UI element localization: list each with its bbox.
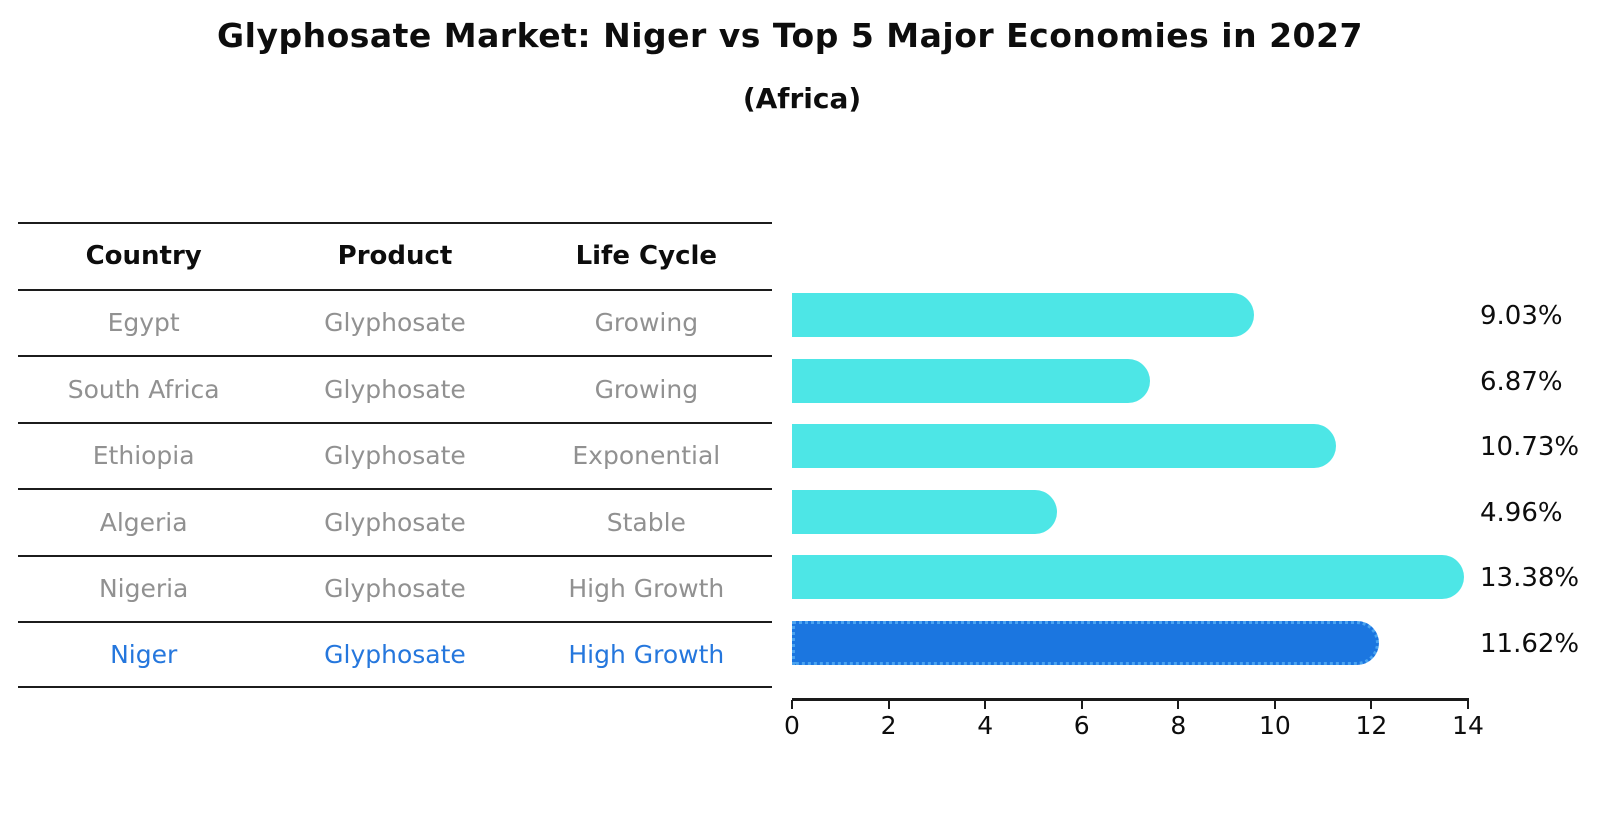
x-axis-tick bbox=[1273, 700, 1276, 709]
x-axis-line bbox=[792, 698, 1469, 701]
product-cell: Glyphosate bbox=[324, 441, 466, 471]
life-cycle-cell: Stable bbox=[606, 507, 686, 537]
x-axis-tick-label: 10 bbox=[1258, 711, 1291, 740]
bar-niger bbox=[792, 620, 1380, 665]
x-axis-tick bbox=[984, 700, 987, 709]
table-row: South Africa Glyphosate Growing bbox=[18, 355, 772, 422]
x-axis-tick-label: 8 bbox=[1170, 711, 1187, 740]
bar-algeria bbox=[792, 489, 1058, 534]
country-cell: South Africa bbox=[67, 374, 220, 404]
life-cycle-cell: High Growth bbox=[568, 639, 725, 669]
bar-ethiopia bbox=[792, 424, 1337, 468]
x-axis-tick-label: 2 bbox=[880, 711, 897, 740]
product-cell: Glyphosate bbox=[324, 639, 466, 669]
country-table: Country Product Life Cycle Egypt Glyphosa… bbox=[18, 222, 772, 688]
table-row: Niger Glyphosate High Growth bbox=[18, 621, 772, 688]
value-label: 9.03% bbox=[1480, 301, 1563, 331]
life-cycle-cell: Exponential bbox=[572, 441, 721, 471]
value-label: 4.96% bbox=[1480, 497, 1563, 528]
life-cycle-cell: Growing bbox=[594, 374, 699, 404]
value-label: 10.73% bbox=[1480, 432, 1580, 462]
x-axis-tick bbox=[1370, 700, 1373, 709]
product-cell: Glyphosate bbox=[324, 308, 466, 338]
table-header-row: Country Product Life Cycle bbox=[18, 222, 772, 289]
life-cycle-cell: High Growth bbox=[568, 574, 725, 604]
column-header-lifecycle: Life Cycle bbox=[575, 241, 718, 272]
x-axis-tick-label: 0 bbox=[784, 711, 800, 740]
chart-subtitle: (Africa) bbox=[742, 82, 862, 115]
country-cell: Ethiopia bbox=[92, 441, 195, 471]
product-cell: Glyphosate bbox=[324, 574, 466, 604]
life-cycle-cell: Growing bbox=[594, 308, 699, 338]
table-row: Egypt Glyphosate Growing bbox=[18, 288, 772, 356]
column-header-product: Product bbox=[337, 241, 453, 272]
product-cell: Glyphosate bbox=[324, 374, 466, 404]
table-row: Algeria Glyphosate Stable bbox=[18, 488, 772, 555]
country-cell: Algeria bbox=[99, 507, 188, 537]
x-axis-tick bbox=[791, 700, 793, 709]
x-axis-tick bbox=[1177, 700, 1180, 709]
country-cell: Niger bbox=[110, 639, 178, 669]
table-row: Ethiopia Glyphosate Exponential bbox=[18, 421, 772, 489]
x-axis-tick-label: 4 bbox=[977, 711, 994, 740]
x-axis-tick bbox=[1080, 700, 1083, 709]
x-axis-tick-label: 12 bbox=[1355, 711, 1388, 740]
x-axis-tick-label: 6 bbox=[1073, 711, 1090, 740]
country-cell: Nigeria bbox=[98, 574, 189, 604]
value-label: 13.38% bbox=[1480, 563, 1580, 593]
value-label: 6.87% bbox=[1480, 366, 1563, 397]
chart-title: Glyphosate Market: Niger vs Top 5 Major … bbox=[217, 16, 1363, 55]
x-axis-tick bbox=[1467, 700, 1469, 709]
bar-egypt bbox=[792, 293, 1255, 337]
bar-south-africa bbox=[792, 358, 1150, 403]
table-row: Nigeria Glyphosate High Growth bbox=[18, 554, 772, 622]
column-header-country: Country bbox=[85, 241, 202, 272]
bar-nigeria bbox=[792, 555, 1465, 599]
country-cell: Egypt bbox=[107, 308, 180, 338]
x-axis-tick bbox=[887, 700, 890, 709]
x-axis-tick-label: 14 bbox=[1452, 711, 1484, 740]
product-cell: Glyphosate bbox=[324, 507, 466, 537]
value-label: 11.62% bbox=[1480, 628, 1580, 659]
